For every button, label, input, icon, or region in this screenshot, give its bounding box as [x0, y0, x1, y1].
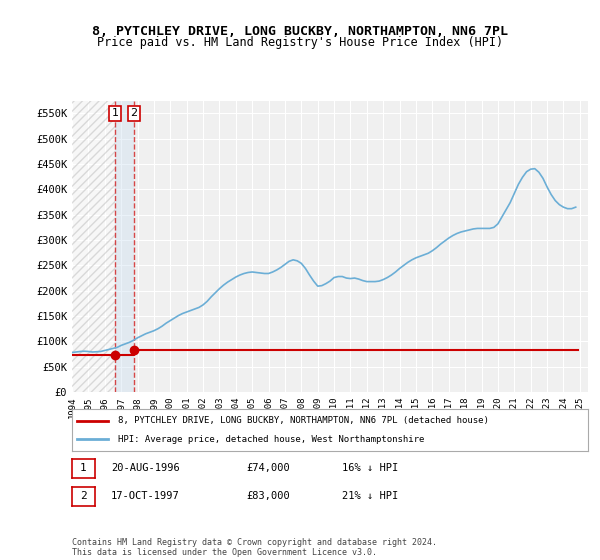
Text: 2: 2 — [131, 109, 137, 119]
Text: 8, PYTCHLEY DRIVE, LONG BUCKBY, NORTHAMPTON, NN6 7PL: 8, PYTCHLEY DRIVE, LONG BUCKBY, NORTHAMP… — [92, 25, 508, 38]
Text: 2: 2 — [80, 492, 87, 501]
Text: 17-OCT-1997: 17-OCT-1997 — [111, 491, 180, 501]
Text: 1: 1 — [80, 464, 87, 473]
Text: 1: 1 — [112, 109, 119, 119]
Text: HPI: Average price, detached house, West Northamptonshire: HPI: Average price, detached house, West… — [118, 435, 425, 444]
Bar — [72, 101, 115, 392]
Text: 16% ↓ HPI: 16% ↓ HPI — [342, 463, 398, 473]
Text: 8, PYTCHLEY DRIVE, LONG BUCKBY, NORTHAMPTON, NN6 7PL (detached house): 8, PYTCHLEY DRIVE, LONG BUCKBY, NORTHAMP… — [118, 416, 490, 425]
Text: 21% ↓ HPI: 21% ↓ HPI — [342, 491, 398, 501]
Text: Contains HM Land Registry data © Crown copyright and database right 2024.
This d: Contains HM Land Registry data © Crown c… — [72, 538, 437, 557]
Bar — [115, 101, 134, 392]
Text: £83,000: £83,000 — [246, 491, 290, 501]
Text: Price paid vs. HM Land Registry's House Price Index (HPI): Price paid vs. HM Land Registry's House … — [97, 36, 503, 49]
Text: 20-AUG-1996: 20-AUG-1996 — [111, 463, 180, 473]
Text: £74,000: £74,000 — [246, 463, 290, 473]
